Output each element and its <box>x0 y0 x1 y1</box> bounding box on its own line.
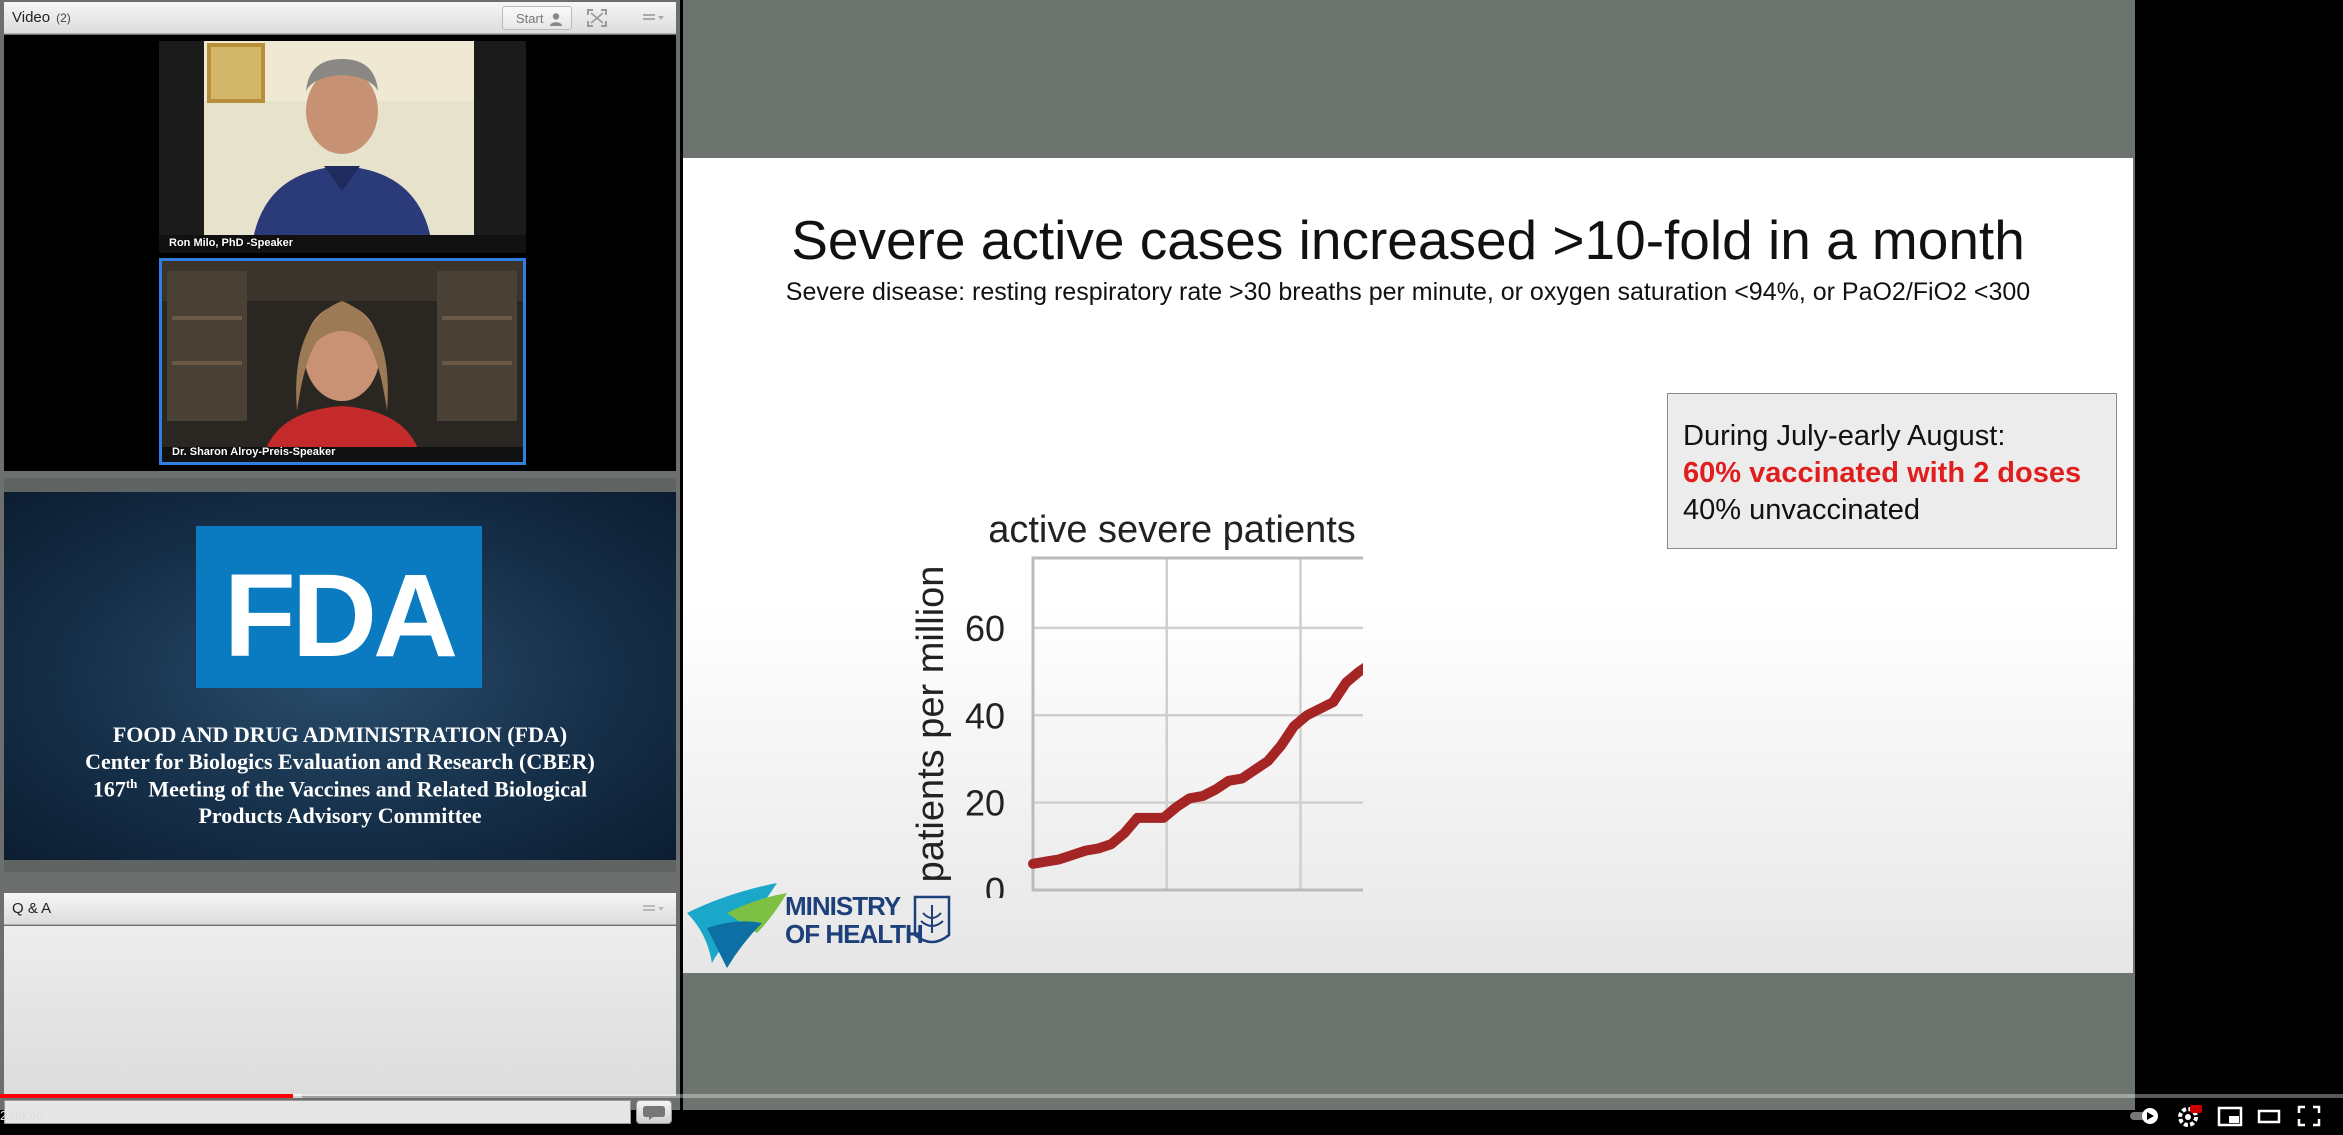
autoplay-toggle-icon[interactable] <box>2128 1102 2162 1130</box>
panel-menu-icon[interactable] <box>642 901 666 917</box>
start-webcam-button[interactable]: Start <box>502 6 572 30</box>
chat-bubble-icon <box>643 1106 665 1120</box>
speaker-name-label: Ron Milo, PhD -Speaker <box>169 237 294 249</box>
video-feeds-area: Ron Milo, PhD -Speaker Dr. S <box>4 35 676 471</box>
ministry-logo-text-2: OF HEALTH <box>785 919 923 949</box>
start-button-label: Start <box>516 11 544 26</box>
plot-frame <box>1031 556 1363 892</box>
ministry-logo-text-1: MINISTRY <box>785 891 901 921</box>
video-progress-bar[interactable] <box>0 1094 2343 1098</box>
qa-send-button[interactable] <box>636 1100 672 1124</box>
presentation-area: Severe active cases increased >10-fold i… <box>683 0 2135 1110</box>
meeting-number-suffix: th <box>125 776 138 791</box>
miniplayer-icon[interactable] <box>2216 1102 2244 1130</box>
y-axis-label: patients per million <box>910 566 952 883</box>
info-line-unvaccinated: 40% unvaccinated <box>1683 494 1920 526</box>
progress-fill <box>0 1094 293 1098</box>
ministry-of-health-logo: MINISTRY OF HEALTH <box>687 883 951 968</box>
person-icon <box>550 13 562 26</box>
video-panel-title: Video (2) <box>12 9 71 26</box>
speaker-video-image <box>159 41 526 253</box>
buffer-bar <box>292 1094 303 1098</box>
slide-subtitle: Severe disease: resting respiratory rate… <box>785 278 2031 306</box>
chart-title: active severe patients <box>988 509 1356 551</box>
meeting-number: 167 <box>92 776 126 802</box>
y-tick-label: 20 <box>965 783 1005 824</box>
qa-panel-header: Q & A <box>4 893 676 925</box>
video-count: (2) <box>56 11 71 25</box>
fda-agency-name: FOOD AND DRUG ADMINISTRATION (FDA) <box>112 722 568 747</box>
video-panel-header: Video (2) Start <box>4 2 676 34</box>
fda-meeting-line: 167th Meeting of the Vaccines and Relate… <box>4 776 676 802</box>
qa-panel-title: Q & A <box>12 900 52 917</box>
y-tick-label: 0 <box>985 870 1005 898</box>
slide-title: Severe active cases increased >10-fold i… <box>791 209 2025 271</box>
info-line-period: During July-early August: <box>1683 420 2006 452</box>
speaker-name-label: Dr. Sharon Alroy-Preis-Speaker <box>172 446 336 458</box>
chart-series <box>1028 663 1363 869</box>
fullscreen-expand-icon[interactable] <box>586 8 608 28</box>
settings-gear-icon[interactable] <box>2176 1102 2202 1130</box>
series-line <box>1028 663 1363 869</box>
right-letterbox <box>2135 0 2343 1110</box>
presentation-slide: Severe active cases increased >10-fold i… <box>683 158 2133 973</box>
y-tick-labels: 0 20 40 60 <box>965 608 1005 898</box>
emblem-icon <box>913 895 951 944</box>
info-callout-box: During July-early August: 60% vaccinated… <box>1667 393 2117 549</box>
qa-input-field[interactable] <box>4 1100 631 1124</box>
qa-content-area <box>4 926 676 1096</box>
fda-title-slide: FDA FOOD AND DRUG ADMINISTRATION (FDA) C… <box>4 478 676 872</box>
fda-center-name: Center for Biologics Evaluation and Rese… <box>85 749 595 774</box>
video-panel-title-text: Video <box>12 9 51 26</box>
left-panel-column: Video (2) Start <box>0 0 680 1110</box>
y-tick-label: 40 <box>965 695 1005 736</box>
fullscreen-icon[interactable] <box>2296 1102 2322 1130</box>
chart-grid <box>1031 558 1363 892</box>
speaker-video-feed[interactable]: Ron Milo, PhD -Speaker <box>159 41 526 253</box>
y-tick-label: 60 <box>965 608 1005 649</box>
fda-logo: FDA <box>196 526 482 688</box>
info-line-vaccinated: 60% vaccinated with 2 doses <box>1683 457 2082 489</box>
fda-committee-name: Products Advisory Committee <box>198 803 482 828</box>
speaker-video-image <box>162 261 523 462</box>
speaker-video-feed-active[interactable]: Dr. Sharon Alroy-Preis-Speaker <box>159 258 526 465</box>
meeting-title: Meeting of the Vaccines and Related Biol… <box>137 776 588 802</box>
fda-logo-text: FDA <box>223 550 459 682</box>
video-timecode: 2:09:40 <box>0 1108 44 1123</box>
theater-mode-icon[interactable] <box>2256 1102 2282 1130</box>
panel-menu-icon[interactable] <box>642 10 666 26</box>
